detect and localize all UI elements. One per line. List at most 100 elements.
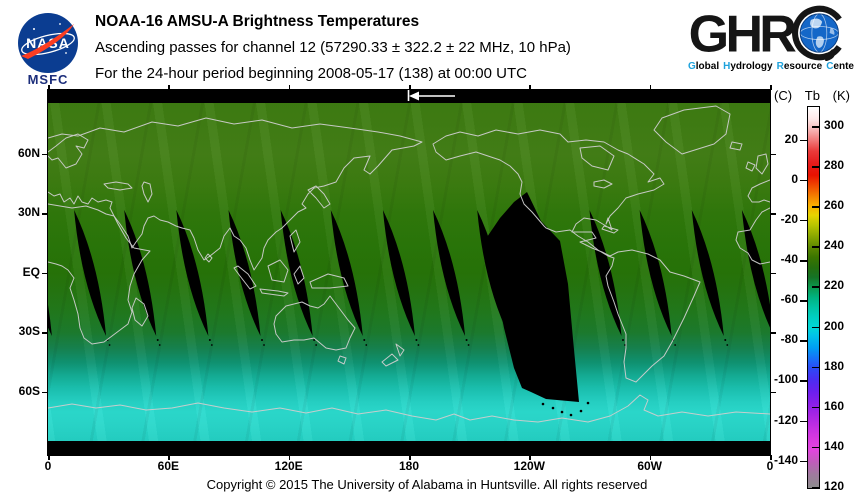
gap-speckle: [551, 406, 555, 410]
tagline-word: Global: [688, 61, 720, 72]
kelvin-tick-label: 300: [824, 118, 845, 133]
kelvin-tick-label: 220: [824, 278, 845, 293]
lat-tick-right: [770, 332, 776, 334]
kelvin-tick: [812, 246, 819, 248]
celsius-tick-label: -20: [780, 211, 798, 226]
large-data-gap: [485, 192, 579, 402]
gap-speckle: [726, 344, 729, 346]
lat-tick: [42, 213, 48, 215]
gap-speckle: [467, 344, 470, 346]
kelvin-tick: [812, 286, 819, 288]
data-gap-sliver: [228, 210, 261, 336]
lat-tick-right: [770, 391, 776, 394]
gap-speckle: [560, 410, 564, 414]
lon-tick-top: [409, 85, 411, 90]
kelvin-tick: [812, 487, 819, 489]
data-gap-sliver: [589, 210, 622, 336]
ghrc-globe-icon: [792, 5, 847, 61]
copyright-text: Copyright © 2015 The University of Alaba…: [206, 477, 648, 492]
data-gap-sliver: [433, 210, 466, 336]
gap-speckle: [365, 344, 368, 346]
south-polar-no-data-strip: [48, 441, 770, 455]
kelvin-tick-label: 280: [824, 158, 845, 173]
kelvin-tick-label: 120: [824, 479, 845, 493]
kelvin-tick-label: 180: [824, 358, 845, 373]
data-gap-sliver: [691, 210, 724, 336]
gap-speckle: [622, 339, 624, 341]
gap-speckle: [156, 339, 159, 341]
title-line-2: Ascending passes for channel 12 (57290.3…: [95, 39, 571, 56]
celsius-tick: [800, 219, 807, 222]
data-gap-sliver: [74, 210, 107, 336]
celsius-tick: [800, 460, 807, 463]
lon-tick-top: [48, 85, 50, 90]
lon-tick-label: 180: [398, 459, 420, 473]
lat-tick-label: 60N: [17, 145, 40, 160]
lat-tick-right: [770, 272, 776, 275]
lon-tick-label: 120E: [274, 459, 303, 473]
gap-speckle: [363, 339, 366, 341]
lon-tick-label: 60W: [637, 459, 662, 473]
celsius-tick: [800, 340, 807, 342]
ghrc-wordmark: GHR: [689, 6, 797, 61]
celsius-tick-label: -60: [780, 292, 798, 307]
map-overlay: [48, 90, 770, 423]
msfc-label: MSFC: [27, 72, 69, 87]
celsius-tick-label: -100: [773, 372, 798, 387]
ghrc-tagline: Global Hydrology Resource Center: [688, 61, 854, 72]
lat-tick-right: [770, 153, 776, 156]
gap-speckle: [261, 339, 263, 341]
colorbar-kelvin-title: (K): [832, 88, 850, 103]
gap-speckle: [465, 339, 468, 341]
gap-speckle: [158, 344, 161, 346]
data-gap-sliver: [639, 210, 672, 336]
kelvin-tick: [812, 166, 819, 168]
nasa-insignia-icon: NASA: [18, 13, 78, 73]
lon-tick-top: [770, 85, 772, 90]
celsius-tick: [800, 139, 807, 142]
data-gap-sliver: [124, 210, 157, 336]
kelvin-tick: [812, 406, 819, 409]
lon-tick: [529, 455, 531, 460]
ghrc-logo: GHR: [689, 5, 847, 61]
celsius-tick: [800, 179, 807, 182]
lat-tick-label: 30N: [17, 205, 40, 220]
data-gap-sliver: [741, 210, 770, 328]
lat-tick-label: 60S: [18, 383, 40, 398]
data-gap-sliver: [382, 210, 415, 336]
celsius-tick-label: 20: [784, 131, 798, 146]
gap-speckle: [586, 401, 590, 405]
gap-speckle: [315, 344, 318, 346]
lon-tick-top: [168, 85, 170, 90]
lon-tick: [770, 455, 772, 460]
colorbar-celsius-title: (C): [774, 88, 793, 103]
colorbar: [807, 106, 820, 489]
colorbar-tb-title: Tb: [804, 88, 820, 103]
tagline-word: Resource: [776, 61, 823, 72]
gap-speckle: [210, 344, 213, 346]
data-gap-sliver: [280, 210, 313, 336]
lon-tick: [168, 455, 170, 460]
gap-speckle: [417, 344, 420, 346]
kelvin-tick-label: 260: [824, 198, 845, 213]
data-gap-sliver: [176, 210, 209, 336]
kelvin-tick: [812, 126, 819, 128]
kelvin-tick: [812, 206, 819, 208]
celsius-tick-label: 0: [791, 171, 798, 186]
gap-speckle: [313, 339, 316, 341]
kelvin-tick: [812, 326, 819, 329]
tagline-word: Hydrology: [723, 61, 773, 72]
gap-speckle: [724, 339, 727, 341]
data-gap-sliver: [330, 210, 363, 336]
scan-start-arrow-icon: [407, 90, 455, 101]
celsius-tick-label: -40: [780, 252, 798, 267]
gap-speckle: [415, 339, 418, 341]
lon-tick-top: [529, 85, 531, 90]
data-gap-slivers: [48, 192, 770, 417]
kelvin-tick-label: 240: [824, 238, 845, 253]
kelvin-tick: [812, 366, 819, 369]
world-coastlines: [48, 105, 770, 423]
map-panel: [48, 90, 770, 455]
tagline-word: Center: [826, 61, 854, 72]
lon-tick: [649, 455, 652, 460]
